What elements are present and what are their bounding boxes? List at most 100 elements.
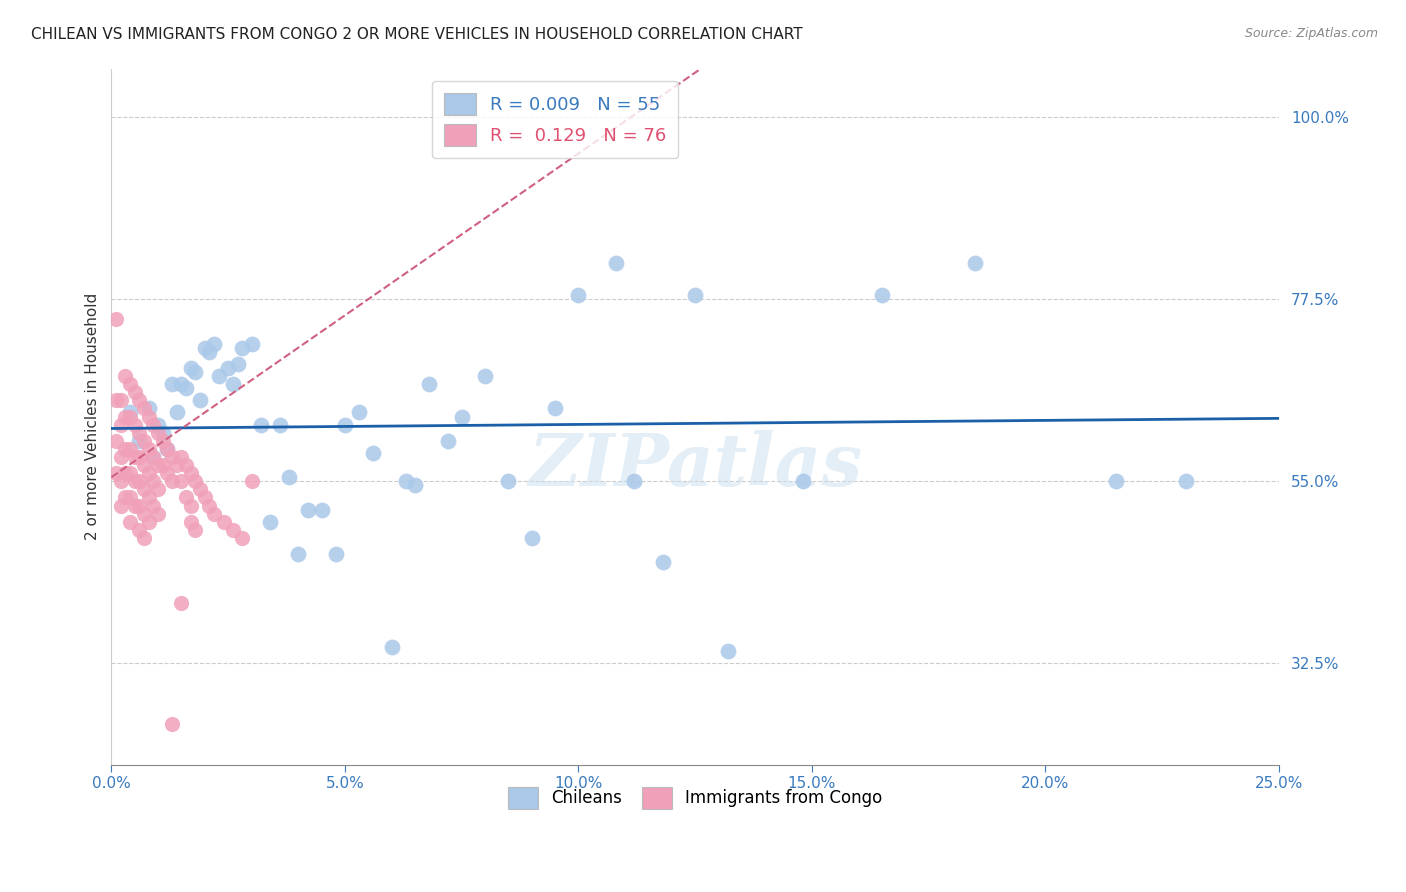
Point	[202, 336, 225, 351]
Point	[240, 475, 263, 489]
Point	[194, 341, 217, 355]
Point	[269, 417, 291, 432]
Point	[174, 491, 197, 505]
Point	[395, 475, 418, 489]
Point	[105, 393, 128, 408]
Point	[138, 491, 160, 505]
Point	[142, 475, 165, 489]
Point	[110, 475, 132, 489]
Point	[146, 417, 169, 432]
Point	[474, 369, 496, 384]
Point	[231, 531, 253, 545]
Point	[544, 401, 567, 416]
Text: CHILEAN VS IMMIGRANTS FROM CONGO 2 OR MORE VEHICLES IN HOUSEHOLD CORRELATION CHA: CHILEAN VS IMMIGRANTS FROM CONGO 2 OR MO…	[31, 27, 803, 42]
Point	[105, 312, 128, 326]
Point	[160, 717, 183, 731]
Point	[132, 531, 155, 545]
Point	[142, 499, 165, 513]
Point	[259, 515, 281, 529]
Point	[110, 417, 132, 432]
Point	[120, 491, 142, 505]
Point	[231, 341, 253, 355]
Point	[146, 483, 169, 497]
Point	[222, 523, 245, 537]
Point	[217, 361, 239, 376]
Point	[138, 401, 160, 416]
Point	[498, 475, 520, 489]
Point	[105, 466, 128, 480]
Point	[188, 483, 211, 497]
Point	[114, 409, 136, 424]
Point	[124, 450, 146, 464]
Point	[120, 515, 142, 529]
Point	[180, 499, 202, 513]
Point	[418, 377, 440, 392]
Point	[128, 393, 150, 408]
Point	[120, 409, 142, 424]
Point	[138, 442, 160, 456]
Point	[132, 458, 155, 472]
Point	[311, 502, 333, 516]
Point	[138, 466, 160, 480]
Point	[132, 401, 155, 416]
Point	[110, 499, 132, 513]
Point	[170, 475, 193, 489]
Point	[114, 491, 136, 505]
Point	[965, 256, 987, 270]
Point	[128, 475, 150, 489]
Point	[114, 369, 136, 384]
Point	[436, 434, 458, 448]
Point	[184, 475, 207, 489]
Point	[870, 288, 893, 302]
Point	[132, 483, 155, 497]
Point	[567, 288, 589, 302]
Point	[156, 442, 179, 456]
Point	[132, 507, 155, 521]
Point	[152, 434, 174, 448]
Point	[170, 596, 193, 610]
Point	[156, 442, 179, 456]
Point	[142, 450, 165, 464]
Point	[180, 361, 202, 376]
Point	[114, 442, 136, 456]
Point	[605, 256, 627, 270]
Point	[184, 523, 207, 537]
Point	[450, 409, 472, 424]
Point	[202, 507, 225, 521]
Point	[124, 385, 146, 400]
Text: Source: ZipAtlas.com: Source: ZipAtlas.com	[1244, 27, 1378, 40]
Point	[160, 377, 183, 392]
Point	[152, 425, 174, 440]
Point	[128, 450, 150, 464]
Point	[404, 478, 426, 492]
Point	[174, 458, 197, 472]
Point	[138, 515, 160, 529]
Point	[114, 466, 136, 480]
Point	[277, 470, 299, 484]
Point	[128, 523, 150, 537]
Point	[105, 434, 128, 448]
Point	[166, 405, 188, 419]
Point	[110, 393, 132, 408]
Point	[174, 381, 197, 395]
Point	[194, 491, 217, 505]
Point	[120, 405, 142, 419]
Point	[124, 417, 146, 432]
Point	[520, 531, 543, 545]
Point	[166, 458, 188, 472]
Legend: Chileans, Immigrants from Congo: Chileans, Immigrants from Congo	[501, 780, 889, 815]
Text: ZIPatlas: ZIPatlas	[529, 430, 862, 500]
Point	[142, 417, 165, 432]
Point	[170, 377, 193, 392]
Point	[188, 393, 211, 408]
Point	[128, 499, 150, 513]
Point	[683, 288, 706, 302]
Point	[128, 434, 150, 448]
Point	[156, 466, 179, 480]
Point	[198, 344, 221, 359]
Point	[250, 417, 273, 432]
Point	[152, 458, 174, 472]
Point	[792, 475, 814, 489]
Point	[212, 515, 235, 529]
Point	[142, 450, 165, 464]
